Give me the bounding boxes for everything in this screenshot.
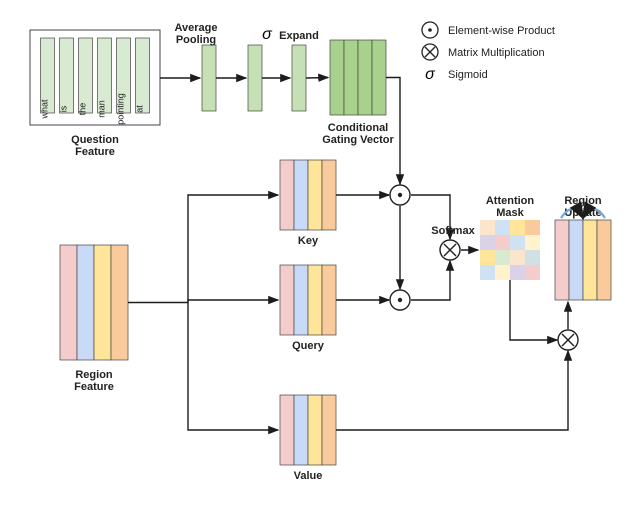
legend-item: Element-wise Product [422, 22, 555, 38]
mask-cell [495, 250, 510, 265]
mm-softmax-op [440, 240, 460, 260]
svg-text:Query: Query [292, 340, 325, 352]
sigmoid-bar [248, 45, 262, 111]
legend-text: Matrix Multiplication [448, 47, 545, 59]
key-bar [294, 160, 308, 230]
mask-cell [525, 250, 540, 265]
region-feature-bar [77, 245, 94, 360]
region-feature-bar [111, 245, 128, 360]
query [280, 265, 336, 335]
flow-arrow [188, 303, 278, 431]
question-word-label: man [97, 100, 107, 118]
mask-cell [480, 250, 495, 265]
mask-cell [510, 250, 525, 265]
svg-text:Region: Region [75, 369, 113, 381]
mask-cell [495, 235, 510, 250]
region-update [555, 220, 611, 300]
region-update-bar [569, 220, 583, 300]
svg-text:Question: Question [71, 134, 119, 146]
key-bar [280, 160, 294, 230]
svg-text:Pooling: Pooling [176, 34, 216, 46]
question-word-bar [136, 38, 150, 113]
mask-cell [525, 265, 540, 280]
flow-arrow [510, 280, 557, 340]
mask-cell [495, 265, 510, 280]
region-update-bar [597, 220, 611, 300]
svg-text:Feature: Feature [74, 381, 114, 393]
region-update-bar [583, 220, 597, 300]
region-feature [60, 245, 128, 360]
question-word-label: is [59, 105, 69, 112]
query-bar [322, 265, 336, 335]
svg-text:Mask: Mask [496, 207, 524, 219]
avgpool-bar [202, 45, 216, 111]
svg-text:Feature: Feature [75, 146, 115, 158]
value [280, 395, 336, 465]
mask-cell [495, 220, 510, 235]
ewp-op-1 [390, 185, 410, 205]
svg-text:Softmax: Softmax [431, 225, 475, 237]
value-bar [308, 395, 322, 465]
svg-text:Gating Vector: Gating Vector [322, 134, 394, 146]
cgv-bar [344, 40, 358, 115]
question-word-label: the [78, 103, 88, 116]
flow-arrow [411, 261, 450, 300]
query-bar [294, 265, 308, 335]
mask-cell [510, 220, 525, 235]
key-bar [322, 160, 336, 230]
question-word-label: at [135, 105, 145, 113]
ewp-op-2 [390, 290, 410, 310]
region-feature-bar [94, 245, 111, 360]
attention-mask [480, 220, 540, 280]
cgv-bar [330, 40, 344, 115]
query-bar [308, 265, 322, 335]
svg-text:Conditional: Conditional [328, 122, 389, 134]
question-word-bar [60, 38, 74, 113]
flow-arrow [188, 300, 278, 303]
cgv-bar [358, 40, 372, 115]
mask-cell [510, 265, 525, 280]
flow-arrow [188, 195, 278, 303]
value-bar [322, 395, 336, 465]
region-update-bar [555, 220, 569, 300]
mm-output-op [558, 330, 578, 350]
legend-text: Sigmoid [448, 69, 488, 81]
key-bar [308, 160, 322, 230]
question-word-label: what [40, 99, 50, 120]
question-word-label: pointing [116, 93, 126, 125]
svg-text:Expand: Expand [279, 30, 319, 42]
flow-arrow [306, 78, 328, 79]
flow-arrow [336, 351, 568, 430]
mask-cell [480, 220, 495, 235]
svg-text:Value: Value [294, 470, 323, 482]
sigma-symbol: σ [262, 26, 273, 43]
question-word-bar [79, 38, 93, 113]
svg-text:Average: Average [174, 22, 217, 34]
mask-cell [525, 220, 540, 235]
legend-text: Element-wise Product [448, 25, 555, 37]
legend-item: σ Sigmoid [425, 66, 488, 83]
region-feature-bar [60, 245, 77, 360]
legend-item: Matrix Multiplication [422, 44, 545, 60]
expand-bar [292, 45, 306, 111]
mask-cell [510, 235, 525, 250]
mask-cell [525, 235, 540, 250]
svg-text:Region: Region [564, 195, 602, 207]
cgv-bar [372, 40, 386, 115]
value-bar [280, 395, 294, 465]
value-bar [294, 395, 308, 465]
svg-text:Key: Key [298, 235, 319, 247]
cgv [330, 40, 386, 115]
key [280, 160, 336, 230]
svg-text:σ: σ [425, 66, 436, 83]
query-bar [280, 265, 294, 335]
mask-cell [480, 265, 495, 280]
svg-text:Attention: Attention [486, 195, 535, 207]
mask-cell [480, 235, 495, 250]
